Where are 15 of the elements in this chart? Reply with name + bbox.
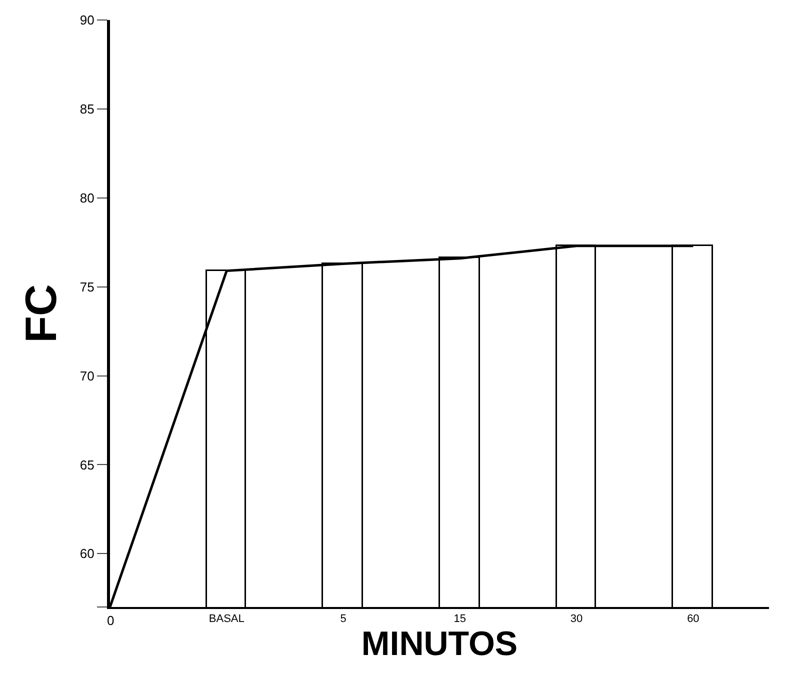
y-tick-label: 85 — [80, 101, 94, 116]
y-tick-label: 70 — [80, 368, 94, 384]
y-tick-label: 90 — [80, 12, 94, 28]
x-tick-label: 30 — [570, 613, 583, 626]
y-tick-label: 80 — [80, 190, 94, 206]
x-tick-label: 60 — [687, 613, 700, 626]
y-tick-label: 75 — [80, 279, 94, 294]
x-tick-label: 15 — [454, 613, 466, 626]
y-axis-title: FC — [17, 284, 66, 343]
x-tick-label: BASAL — [208, 613, 244, 626]
text: 0 — [107, 613, 114, 628]
x-axis-title: MINUTOS — [361, 625, 518, 664]
x-tick-label: 5 — [340, 613, 346, 626]
y-tick-label: 65 — [80, 457, 94, 472]
y-tick-label: 60 — [80, 546, 94, 562]
